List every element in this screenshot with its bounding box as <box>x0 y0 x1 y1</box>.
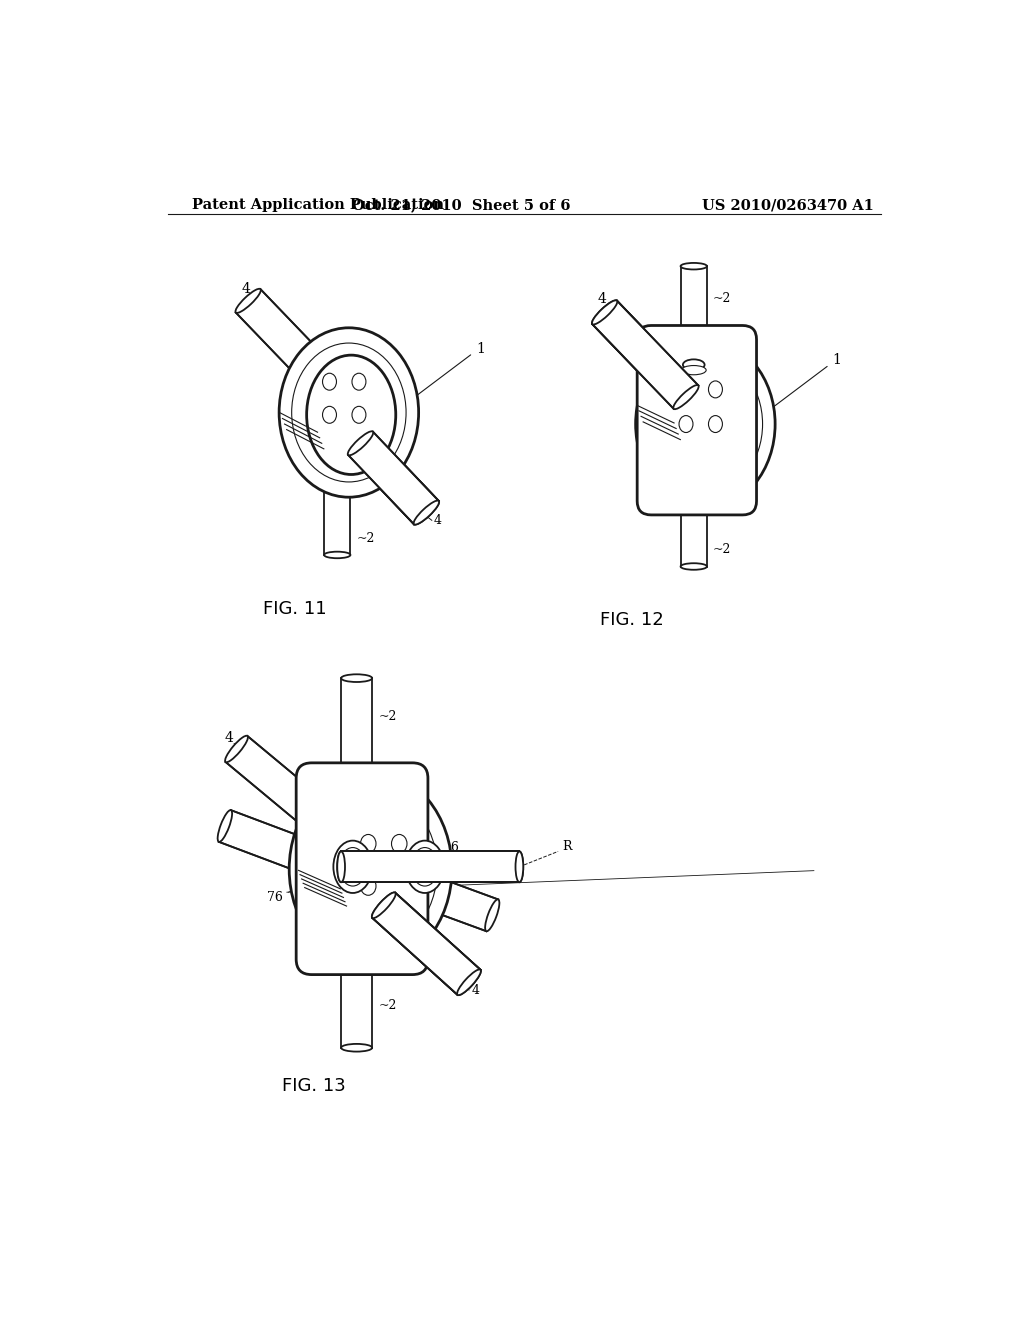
Ellipse shape <box>341 675 372 682</box>
Polygon shape <box>348 432 438 524</box>
Text: 76: 76 <box>443 841 460 854</box>
Ellipse shape <box>323 407 337 424</box>
Text: ~2: ~2 <box>378 999 396 1012</box>
Ellipse shape <box>414 500 439 524</box>
FancyBboxPatch shape <box>637 326 757 515</box>
Polygon shape <box>681 267 707 364</box>
Ellipse shape <box>679 416 693 433</box>
Ellipse shape <box>709 381 722 397</box>
Text: US 2010/0263470 A1: US 2010/0263470 A1 <box>701 198 873 213</box>
Ellipse shape <box>515 851 523 882</box>
Polygon shape <box>341 915 372 1048</box>
Text: FIG. 12: FIG. 12 <box>600 611 664 630</box>
Ellipse shape <box>292 343 407 482</box>
Ellipse shape <box>592 301 617 325</box>
Ellipse shape <box>330 822 352 849</box>
Ellipse shape <box>348 432 373 455</box>
Ellipse shape <box>457 969 481 995</box>
Ellipse shape <box>352 407 366 424</box>
Polygon shape <box>341 851 519 882</box>
Ellipse shape <box>391 834 407 853</box>
Ellipse shape <box>316 374 342 397</box>
Text: FIG. 11: FIG. 11 <box>263 599 327 618</box>
Ellipse shape <box>306 355 395 474</box>
Ellipse shape <box>709 416 722 433</box>
Ellipse shape <box>360 834 376 853</box>
Ellipse shape <box>337 851 345 882</box>
Ellipse shape <box>236 289 261 313</box>
Polygon shape <box>681 465 707 566</box>
Polygon shape <box>592 301 698 409</box>
Polygon shape <box>386 862 498 931</box>
Ellipse shape <box>326 851 341 883</box>
Ellipse shape <box>339 847 367 886</box>
Polygon shape <box>373 892 480 995</box>
Ellipse shape <box>592 301 617 325</box>
Ellipse shape <box>412 847 438 886</box>
Polygon shape <box>324 453 350 554</box>
Polygon shape <box>348 432 438 524</box>
Ellipse shape <box>681 263 707 269</box>
Ellipse shape <box>280 327 419 498</box>
Text: ~2: ~2 <box>356 532 375 545</box>
Polygon shape <box>236 289 342 397</box>
Ellipse shape <box>289 771 452 968</box>
Polygon shape <box>225 737 352 849</box>
Text: 1: 1 <box>833 354 842 367</box>
Ellipse shape <box>485 899 500 932</box>
Ellipse shape <box>679 381 693 397</box>
Text: Oct. 21, 2010  Sheet 5 of 6: Oct. 21, 2010 Sheet 5 of 6 <box>352 198 570 213</box>
Ellipse shape <box>384 862 398 895</box>
Polygon shape <box>341 851 519 882</box>
Polygon shape <box>592 301 698 409</box>
Text: R: R <box>562 840 571 853</box>
Ellipse shape <box>324 450 350 457</box>
Ellipse shape <box>218 810 232 842</box>
Text: ~2: ~2 <box>713 543 731 556</box>
Ellipse shape <box>225 735 248 762</box>
Polygon shape <box>219 810 339 883</box>
Ellipse shape <box>674 385 698 409</box>
FancyBboxPatch shape <box>296 763 428 974</box>
Ellipse shape <box>674 385 698 409</box>
Ellipse shape <box>337 851 345 882</box>
Text: 1: 1 <box>476 342 485 355</box>
Ellipse shape <box>341 807 372 814</box>
Polygon shape <box>373 892 480 995</box>
Text: 4: 4 <box>471 983 479 997</box>
Ellipse shape <box>352 374 366 391</box>
Ellipse shape <box>683 359 705 370</box>
Text: 4: 4 <box>224 731 233 746</box>
Ellipse shape <box>648 355 763 494</box>
Text: 4: 4 <box>598 292 607 305</box>
Text: 4: 4 <box>434 513 442 527</box>
Ellipse shape <box>406 841 444 892</box>
Ellipse shape <box>636 339 775 508</box>
Ellipse shape <box>348 432 373 455</box>
Ellipse shape <box>341 1044 372 1052</box>
Ellipse shape <box>515 851 523 882</box>
Ellipse shape <box>304 788 437 949</box>
Text: Patent Application Publication: Patent Application Publication <box>191 198 443 213</box>
Ellipse shape <box>414 500 439 524</box>
Text: ~2: ~2 <box>713 292 731 305</box>
Ellipse shape <box>360 876 376 895</box>
Polygon shape <box>341 678 372 810</box>
Ellipse shape <box>324 552 350 558</box>
Text: FIG. 13: FIG. 13 <box>283 1077 346 1096</box>
Ellipse shape <box>323 374 337 391</box>
Text: ~2: ~2 <box>378 710 396 723</box>
Ellipse shape <box>372 892 395 919</box>
Text: 76: 76 <box>267 891 284 904</box>
Ellipse shape <box>372 892 395 919</box>
Ellipse shape <box>681 564 707 570</box>
Text: 4: 4 <box>242 282 250 296</box>
Ellipse shape <box>334 841 372 892</box>
Ellipse shape <box>681 366 707 375</box>
Ellipse shape <box>457 969 481 995</box>
